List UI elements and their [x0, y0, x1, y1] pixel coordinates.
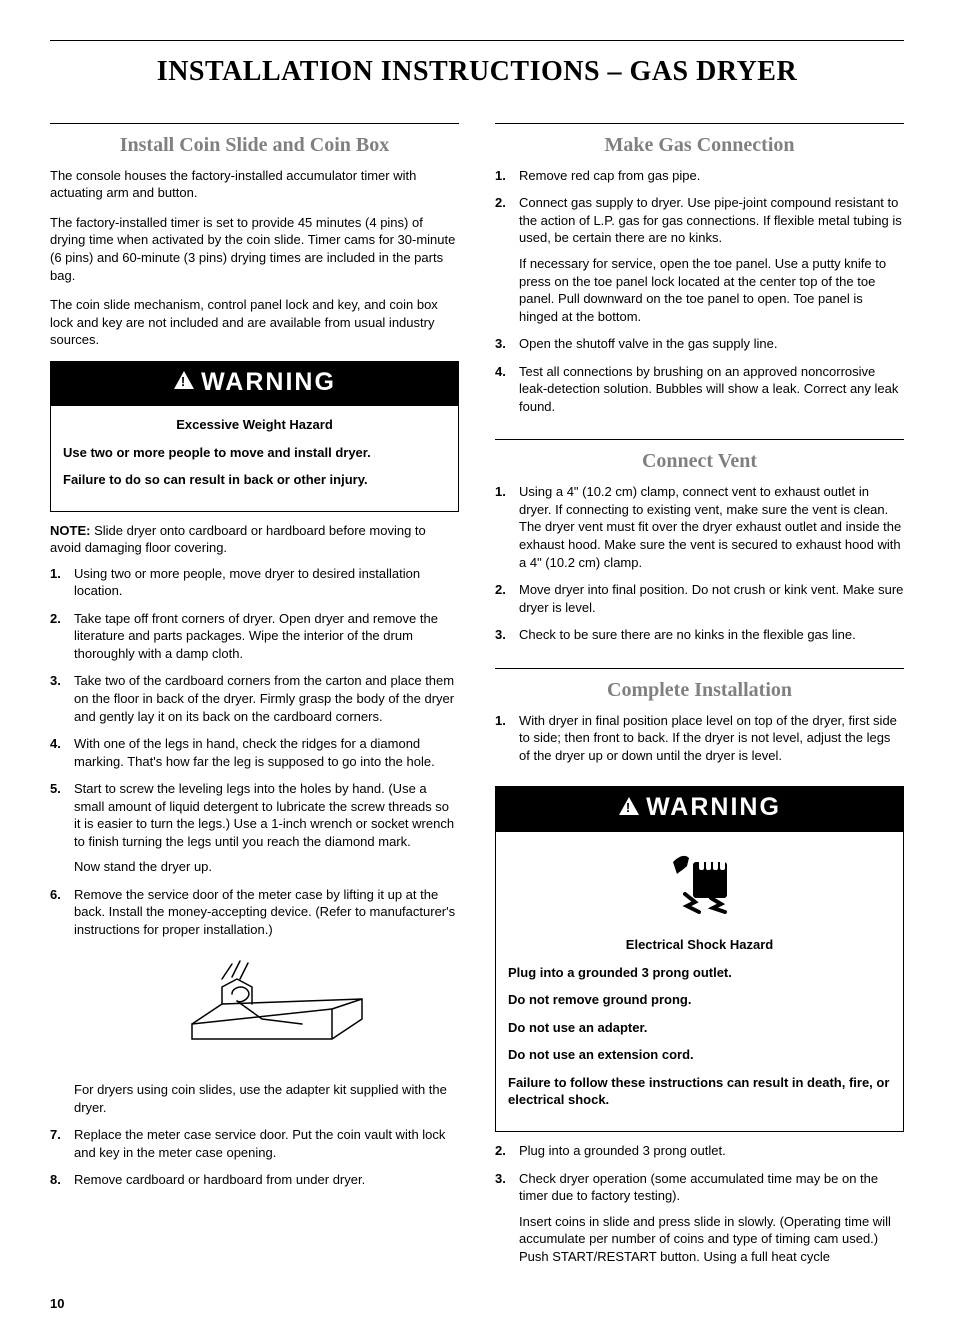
list-item: Replace the meter case service door. Put… — [50, 1126, 459, 1171]
warning-title: Electrical Shock Hazard — [508, 936, 891, 954]
svg-text:!: ! — [626, 800, 632, 815]
step-text: Open the shutoff valve in the gas supply… — [519, 336, 777, 351]
step-followup: Insert coins in slide and press slide in… — [519, 1213, 904, 1266]
body-text: The console houses the factory-installed… — [50, 167, 459, 202]
list-item: Check to be sure there are no kinks in t… — [495, 626, 904, 654]
step-text: Start to screw the leveling legs into th… — [74, 781, 454, 849]
warning-body: Electrical Shock Hazard Plug into a grou… — [496, 926, 903, 1131]
warning-line: Do not use an extension cord. — [508, 1046, 891, 1064]
step-text: Plug into a grounded 3 prong outlet. — [519, 1143, 726, 1158]
list-item: Open the shutoff valve in the gas supply… — [495, 335, 904, 363]
list-item: Connect gas supply to dryer. Use pipe-jo… — [495, 194, 904, 335]
warning-line: Failure to do so can result in back or o… — [63, 471, 446, 489]
gas-steps-list: Remove red cap from gas pipe. Connect ga… — [495, 167, 904, 426]
step-text: Move dryer into final position. Do not c… — [519, 582, 903, 615]
body-text: The factory-installed timer is set to pr… — [50, 214, 459, 284]
warning-title: Excessive Weight Hazard — [63, 416, 446, 434]
warning-label: WARNING — [201, 368, 336, 396]
warning-triangle-icon: ! — [618, 792, 640, 826]
right-column: Make Gas Connection Remove red cap from … — [495, 109, 904, 1276]
note-label: NOTE: — [50, 523, 90, 538]
step-followup: Now stand the dryer up. — [74, 858, 459, 876]
step-text: Remove the service door of the meter cas… — [74, 887, 455, 937]
left-column: Install Coin Slide and Coin Box The cons… — [50, 109, 459, 1276]
warning-line: Do not use an adapter. — [508, 1019, 891, 1037]
list-item: Take two of the cardboard corners from t… — [50, 672, 459, 735]
warning-line: Use two or more people to move and insta… — [63, 444, 446, 462]
warning-header: ! WARNING — [51, 362, 458, 406]
step-text: Take two of the cardboard corners from t… — [74, 673, 454, 723]
warning-body: Excessive Weight Hazard Use two or more … — [51, 406, 458, 511]
note: NOTE: Slide dryer onto cardboard or hard… — [50, 522, 459, 557]
list-item: Take tape off front corners of dryer. Op… — [50, 610, 459, 673]
step-text: Connect gas supply to dryer. Use pipe-jo… — [519, 195, 902, 245]
step-text: Take tape off front corners of dryer. Op… — [74, 611, 438, 661]
gas-connection-heading: Make Gas Connection — [495, 132, 904, 159]
list-item: Move dryer into final position. Do not c… — [495, 581, 904, 626]
connect-vent-heading: Connect Vent — [495, 448, 904, 475]
top-rule — [50, 40, 904, 41]
install-coin-heading: Install Coin Slide and Coin Box — [50, 132, 459, 159]
complete-steps-list-1: With dryer in final position place level… — [495, 712, 904, 775]
list-item: Test all connections by brushing on an a… — [495, 363, 904, 426]
install-steps-list: Using two or more people, move dryer to … — [50, 565, 459, 1199]
step-text: Replace the meter case service door. Put… — [74, 1127, 445, 1160]
warning-line: Do not remove ground prong. — [508, 991, 891, 1009]
step-text: Using a 4" (10.2 cm) clamp, connect vent… — [519, 484, 901, 569]
section-rule — [495, 668, 904, 669]
body-text: The coin slide mechanism, control panel … — [50, 296, 459, 349]
vent-steps-list: Using a 4" (10.2 cm) clamp, connect vent… — [495, 483, 904, 653]
note-text: Slide dryer onto cardboard or hardboard … — [50, 523, 426, 556]
list-item: Plug into a grounded 3 prong outlet. — [495, 1142, 904, 1170]
warning-line: Failure to follow these instructions can… — [508, 1074, 891, 1109]
section-rule — [495, 439, 904, 440]
complete-steps-list-2: Plug into a grounded 3 prong outlet. Che… — [495, 1142, 904, 1275]
step-text: Check dryer operation (some accumulated … — [519, 1171, 878, 1204]
list-item: Remove the service door of the meter cas… — [50, 886, 459, 1126]
warning-line: Plug into a grounded 3 prong outlet. — [508, 964, 891, 982]
warning-triangle-icon: ! — [173, 366, 195, 400]
svg-text:!: ! — [181, 374, 187, 389]
page-title: INSTALLATION INSTRUCTIONS – GAS DRYER — [50, 53, 904, 91]
warning-box-shock: ! WARNING — [495, 786, 904, 1132]
list-item: Using a 4" (10.2 cm) clamp, connect vent… — [495, 483, 904, 581]
list-item: Remove cardboard or hardboard from under… — [50, 1171, 459, 1199]
list-item: Check dryer operation (some accumulated … — [495, 1170, 904, 1276]
warning-header: ! WARNING — [496, 787, 903, 831]
step-text: Remove cardboard or hardboard from under… — [74, 1172, 365, 1187]
step-followup: For dryers using coin slides, use the ad… — [74, 1081, 459, 1116]
list-item: Start to screw the leveling legs into th… — [50, 780, 459, 886]
step-text: Test all connections by brushing on an a… — [519, 364, 898, 414]
list-item: With one of the legs in hand, check the … — [50, 735, 459, 780]
step-text: With one of the legs in hand, check the … — [74, 736, 435, 769]
page-number: 10 — [50, 1295, 904, 1313]
complete-install-heading: Complete Installation — [495, 677, 904, 704]
step-text: Remove red cap from gas pipe. — [519, 168, 700, 183]
step-text: With dryer in final position place level… — [519, 713, 897, 763]
two-column-layout: Install Coin Slide and Coin Box The cons… — [50, 109, 904, 1276]
step-followup: If necessary for service, open the toe p… — [519, 255, 904, 325]
list-item: Using two or more people, move dryer to … — [50, 565, 459, 610]
list-item: Remove red cap from gas pipe. — [495, 167, 904, 195]
step-text: Check to be sure there are no kinks in t… — [519, 627, 856, 642]
shock-hand-icon — [496, 832, 903, 927]
warning-label: WARNING — [646, 793, 781, 821]
step-text: Using two or more people, move dryer to … — [74, 566, 420, 599]
list-item: With dryer in final position place level… — [495, 712, 904, 775]
section-rule — [495, 123, 904, 124]
section-rule — [50, 123, 459, 124]
meter-case-figure — [74, 949, 459, 1074]
warning-box-weight: ! WARNING Excessive Weight Hazard Use tw… — [50, 361, 459, 512]
